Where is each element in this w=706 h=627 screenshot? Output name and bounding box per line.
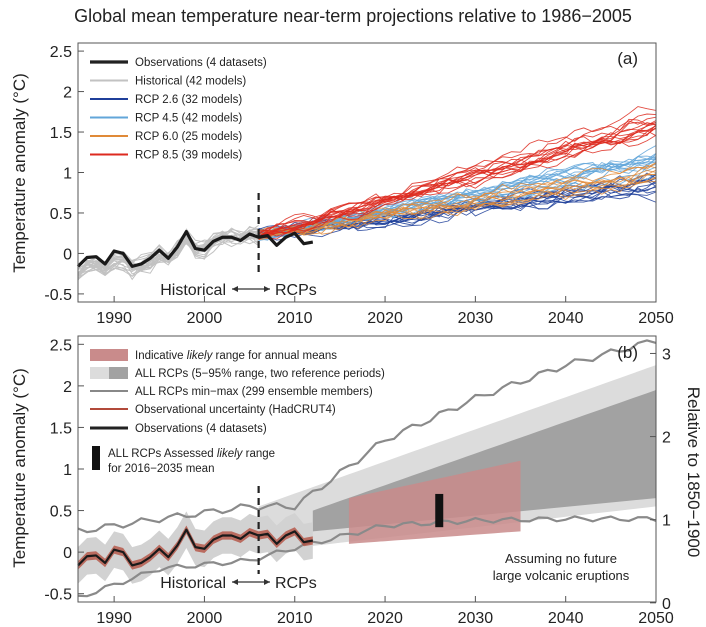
y-tick-label: 1 bbox=[63, 462, 72, 479]
y2-tick-label: 3 bbox=[662, 346, 671, 363]
panel-b-arrow bbox=[232, 579, 270, 585]
legend-entry: RCP 6.0 (25 models) bbox=[135, 131, 242, 143]
rcp-min-max-line bbox=[77, 515, 657, 598]
x-tick-label: 2000 bbox=[187, 610, 223, 627]
x-tick-label: 2030 bbox=[458, 610, 494, 627]
panel-b-note-line-2: large volcanic eruptions bbox=[493, 568, 630, 583]
x-tick-label: 2010 bbox=[277, 610, 313, 627]
panel-a-historical-label: Historical bbox=[160, 282, 226, 299]
rcp-model-line bbox=[258, 128, 657, 240]
historical-model-line bbox=[77, 229, 259, 280]
legend-entry: Indicative likely range for annual means bbox=[135, 350, 337, 362]
x-tick-label: 2000 bbox=[187, 310, 223, 327]
y-tick-label: 2.5 bbox=[50, 44, 72, 61]
assessed-likely-range-bar bbox=[435, 493, 444, 528]
panel-a-label: (a) bbox=[617, 49, 638, 68]
rcp-model-line bbox=[258, 164, 657, 235]
rcp-model-line bbox=[258, 163, 657, 239]
legend-swatch bbox=[109, 367, 128, 379]
indicative-likely-range bbox=[348, 460, 521, 544]
panel-a-ylabel: Temperature anomaly (°C) bbox=[10, 73, 29, 273]
panel-a-rcps-label: RCPs bbox=[275, 282, 317, 299]
legend-entry: Observations (4 datasets) bbox=[135, 423, 267, 435]
legend-entry: Observational uncertainty (HadCRUT4) bbox=[135, 404, 336, 416]
rcp-model-line bbox=[258, 162, 657, 234]
historical-model-line bbox=[77, 227, 259, 274]
rcp-model-line bbox=[258, 116, 657, 238]
chart-title: Global mean temperature near-term projec… bbox=[74, 6, 632, 26]
panel-b-ylabel: Temperature anomaly (°C) bbox=[10, 368, 29, 568]
y2-tick-label: 1 bbox=[662, 513, 671, 530]
rcp-model-line bbox=[258, 169, 657, 237]
y2-tick-label: 2 bbox=[662, 430, 671, 447]
legend-swatch bbox=[90, 349, 128, 361]
panel-b-data bbox=[77, 339, 657, 598]
y-tick-label: 2 bbox=[63, 85, 72, 102]
x-tick-label: 2040 bbox=[548, 610, 584, 627]
panel-b-historical-label: Historical bbox=[160, 575, 226, 592]
legend-entry: ALL RCPs (5−95% range, two reference per… bbox=[135, 368, 385, 380]
panel-a-arrow bbox=[232, 286, 270, 292]
y-tick-label: -0.5 bbox=[44, 587, 72, 604]
panel-b-note-line-1: Assuming no future bbox=[505, 551, 617, 566]
panel-b-rcps-label: RCPs bbox=[275, 575, 317, 592]
observations-line bbox=[76, 229, 314, 268]
legend-entry-line-2: for 2016−2035 mean bbox=[108, 463, 214, 475]
x-tick-label: 2050 bbox=[638, 610, 674, 627]
legend-entry: ALL RCPs min−max (299 ensemble members) bbox=[135, 386, 373, 398]
y-tick-label: 1.5 bbox=[50, 420, 72, 437]
x-tick-label: 2020 bbox=[367, 310, 403, 327]
panel-b: 1990 2000 2010 2020 2030 2040 2050 -0.5 0 0.5 1 1.5… bbox=[10, 335, 703, 627]
legend-entry: RCP 2.6 (32 models) bbox=[135, 94, 242, 106]
y-tick-label: 2.5 bbox=[50, 337, 72, 354]
y-tick-label: 0.5 bbox=[50, 206, 72, 223]
panel-b-legend: Indicative likely range for annual means… bbox=[90, 349, 385, 475]
panel-a: 1990 2000 2010 2020 2030 2040 2050 -0.5 0 0.5 1 1.5… bbox=[10, 42, 674, 327]
x-tick-label: 2020 bbox=[367, 610, 403, 627]
historical-model-line bbox=[77, 230, 259, 281]
rcp-model-line bbox=[258, 106, 657, 240]
legend-swatch bbox=[90, 367, 109, 379]
rcp-model-line bbox=[258, 180, 657, 236]
legend-entry: RCP 8.5 (39 models) bbox=[135, 150, 242, 162]
y-tick-label: 1 bbox=[63, 166, 72, 183]
y-tick-label: 0 bbox=[63, 246, 72, 263]
x-tick-label: 2010 bbox=[277, 310, 313, 327]
x-tick-label: 1990 bbox=[96, 610, 132, 627]
panel-a-axes: 1990 2000 2010 2020 2030 2040 2050 -0.5 0 0.5 1 1.5… bbox=[44, 44, 673, 327]
legend-entry: ALL RCPs Assessed likely range bbox=[108, 448, 275, 460]
x-tick-label: 1990 bbox=[96, 310, 132, 327]
panel-a-data bbox=[76, 106, 657, 281]
panel-b-label: (b) bbox=[617, 343, 638, 362]
x-tick-label: 2050 bbox=[638, 310, 674, 327]
panel-b-axes: 1990 2000 2010 2020 2030 2040 2050 -0.5 0 0.5 1 1.5… bbox=[44, 337, 673, 627]
x-tick-label: 2030 bbox=[458, 310, 494, 327]
rcp-model-line bbox=[258, 121, 657, 234]
y-tick-label: 2 bbox=[63, 379, 72, 396]
y-tick-label: -0.5 bbox=[44, 287, 72, 304]
observations-line bbox=[77, 528, 314, 567]
y-tick-label: 0 bbox=[63, 545, 72, 562]
y2-tick-label: 0 bbox=[662, 596, 671, 613]
legend-entry: Observations (4 datasets) bbox=[135, 57, 267, 69]
rcp-model-line bbox=[258, 125, 657, 237]
y-tick-label: 0.5 bbox=[50, 504, 72, 521]
y-tick-label: 1.5 bbox=[50, 125, 72, 142]
rcp-model-line bbox=[258, 170, 657, 238]
rcp-min-max-line bbox=[77, 339, 657, 534]
panel-a-legend: Observations (4 datasets) Historical (42 … bbox=[90, 57, 267, 162]
x-tick-label: 2040 bbox=[548, 310, 584, 327]
legend-swatch bbox=[92, 446, 100, 470]
legend-entry: Historical (42 models) bbox=[135, 76, 246, 88]
panel-b-y2label: Relative to 1850−1900 bbox=[684, 387, 703, 558]
legend-entry: RCP 4.5 (42 models) bbox=[135, 113, 242, 125]
rcp-model-line bbox=[258, 113, 657, 239]
